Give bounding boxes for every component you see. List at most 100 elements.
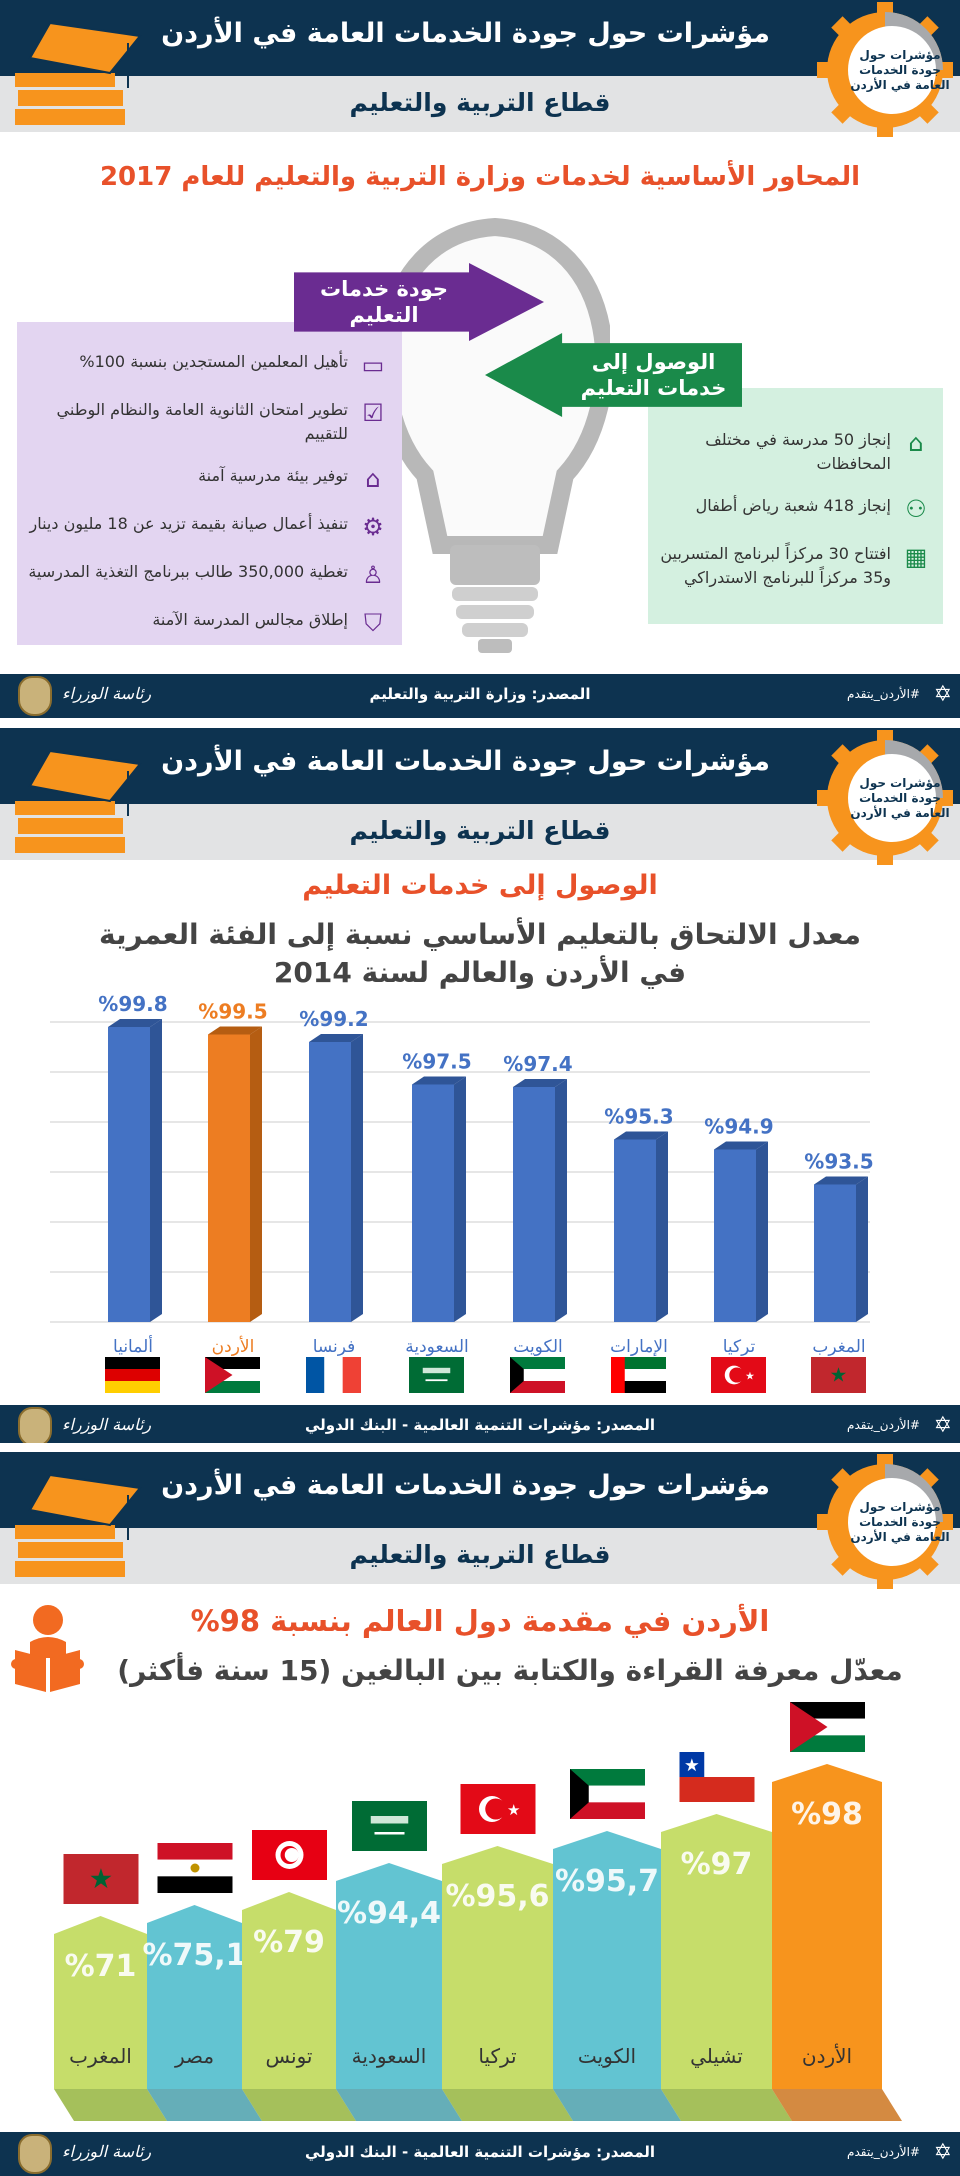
- svg-text:★: ★: [830, 1363, 848, 1386]
- sector-title: قطاع التربية والتعليم: [349, 1540, 611, 1569]
- footer-bar: المصدر: مؤشرات التنمية العالمية - البنك …: [0, 1405, 960, 1443]
- sector-band: قطاع التربية والتعليم: [0, 1528, 960, 1584]
- category-label: الأردن: [802, 2044, 852, 2068]
- item-text: إنجاز 418 شعبة رياض أطفال: [695, 496, 891, 515]
- bar-value-label: %94.9: [704, 1115, 773, 1139]
- svg-text:★: ★: [89, 1863, 114, 1895]
- gear-icon: [817, 730, 953, 865]
- column-shadow: [336, 2089, 462, 2121]
- list-item: ⌂ إنجاز 50 مدرسة في مختلف المحافظات: [654, 428, 931, 476]
- item-text: افتتاح 30 مركزاً لبرنامج المتسربين و35 م…: [660, 544, 891, 587]
- list-item: ☑ تطوير امتحان الثانوية العامة والنظام ا…: [27, 398, 388, 446]
- access-items-box: ⌂ إنجاز 50 مدرسة في مختلف المحافظات ⚇ إن…: [648, 388, 943, 624]
- category-label: تونس: [266, 2044, 313, 2068]
- flag-tr-icon: ★: [460, 1784, 536, 1834]
- flag-ae-icon: [611, 1357, 666, 1393]
- header-bar: مؤشرات حول جودة الخدمات العامة في الأردن: [0, 0, 960, 76]
- category-label: السعودية: [352, 2044, 427, 2068]
- jordan-coat-of-arms-icon: [18, 1407, 52, 1443]
- column: [553, 1831, 661, 2089]
- category-label: ألمانيا: [113, 1335, 153, 1357]
- jordan-coat-of-arms-icon: [18, 676, 52, 716]
- footer-source: المصدر: مؤشرات التنمية العالمية - البنك …: [304, 2143, 656, 2161]
- column-value-label: %97: [681, 1847, 753, 1882]
- svg-text:★: ★: [684, 1756, 700, 1776]
- column-shadow: [54, 2089, 167, 2121]
- hashtag: #الأردن_يتقدم: [847, 687, 920, 701]
- sector-title: قطاع التربية والتعليم: [349, 88, 611, 117]
- column: [242, 1892, 336, 2089]
- category-label: الكويت: [513, 1337, 563, 1357]
- bar-value-label: %95.3: [604, 1105, 673, 1129]
- footer-bar: المصدر: وزارة التربية والتعليم رئاسة الو…: [0, 674, 960, 718]
- flag-eg-icon: [157, 1843, 233, 1893]
- sector-title: قطاع التربية والتعليم: [349, 816, 611, 845]
- panel-enrollment-chart: مؤشرات حول جودة الخدمات العامة في الأردن…: [0, 728, 960, 1443]
- item-text: تأهيل المعلمين المستجدين بنسبة 100%: [79, 352, 348, 371]
- flag-ma-icon: ★: [63, 1854, 139, 1904]
- panel-education-axes: مؤشرات حول جودة الخدمات العامة في الأردن…: [0, 0, 960, 718]
- bar-value-label: %99.2: [299, 1007, 368, 1031]
- item-text: تنفيذ أعمال صيانة بقيمة تزيد عن 18 مليون…: [29, 514, 349, 533]
- item-text: إطلاق مجالس المدرسة الآمنة: [152, 610, 348, 629]
- column: [442, 1846, 553, 2089]
- column-value-label: %98: [791, 1797, 863, 1832]
- flag-fr-icon: [306, 1357, 361, 1393]
- flag-jo-icon: [790, 1702, 865, 1752]
- pm-logo-text: رئاسة الوزراء: [62, 2142, 152, 2161]
- flag-kw-icon: [570, 1769, 645, 1819]
- item-text: تطوير امتحان الثانوية العامة والنظام الو…: [56, 400, 348, 443]
- exam-checklist-icon: ☑: [362, 399, 384, 427]
- access-arrow-label: الوصول إلى خدمات التعليم: [580, 350, 727, 400]
- bar: [513, 1079, 567, 1322]
- category-label: السعودية: [405, 1337, 468, 1357]
- flag-ma-icon: ★: [811, 1357, 866, 1393]
- list-item: ⌂ توفير بيئة مدرسية آمنة: [27, 464, 388, 494]
- gear-icon: [817, 1454, 953, 1589]
- teacher-board-icon: ▭: [361, 351, 385, 379]
- jordan-coat-of-arms-icon: [18, 2134, 52, 2174]
- item-text: تغطية 350,000 طالب ببرنامج التغذية المدر…: [28, 562, 348, 581]
- panel2-heading: الوصول إلى خدمات التعليم: [302, 870, 658, 901]
- school-building-icon: ⌂: [365, 465, 381, 493]
- school-icon: ⌂: [908, 429, 924, 457]
- logo-text: مؤشرات حول جودة الخدمات العامة في الأردن: [850, 48, 950, 92]
- panel-literacy-chart: مؤشرات حول جودة الخدمات العامة في الأردن…: [0, 1452, 960, 2176]
- column-shadow: [242, 2089, 356, 2121]
- books-graduation-cap-icon: [15, 1473, 142, 1577]
- panel2-subtitle-line2: في الأردن والعالم لسنة 2014: [273, 956, 687, 989]
- footer-bar: المصدر: مؤشرات التنمية العالمية - البنك …: [0, 2132, 960, 2176]
- footer-source: المصدر: وزارة التربية والتعليم: [369, 685, 591, 703]
- list-item: ▦ افتتاح 30 مركزاً لبرنامج المتسربين و35…: [654, 542, 931, 590]
- maintenance-gear-icon: ⚙: [362, 513, 384, 541]
- star-icon: ✡: [933, 1413, 952, 1438]
- column: [147, 1905, 242, 2089]
- column: [54, 1916, 147, 2089]
- panel2-subtitle-line1: معدل الالتحاق بالتعليم الأساسي نسبة إلى …: [98, 918, 862, 951]
- literacy-column-chart: %71 المغرب ★ %75,1 مصر %79 تونس %94,4 السعودية %9…: [54, 1702, 902, 2121]
- gear-icon: [817, 2, 953, 137]
- bar: [714, 1141, 768, 1322]
- bar: [208, 1026, 262, 1322]
- quality-arrow-label: جودة خدمات التعليم: [319, 277, 449, 327]
- pm-logo-text: رئاسة الوزراء: [62, 684, 152, 703]
- bar: [614, 1131, 668, 1322]
- footer-source: المصدر: مؤشرات التنمية العالمية - البنك …: [304, 1416, 656, 1434]
- bar-value-label: %97.4: [503, 1052, 572, 1076]
- bar-value-label: %97.5: [402, 1050, 471, 1074]
- column: [661, 1814, 772, 2089]
- category-label: المغرب: [812, 1337, 865, 1357]
- panel3-subtitle: معدّل معرفة القراءة والكتابة بين البالغي…: [117, 1654, 903, 1687]
- books-graduation-cap-icon: [15, 749, 142, 853]
- star-icon: ✡: [933, 682, 952, 707]
- quality-items-box: ▭ تأهيل المعلمين المستجدين بنسبة 100% ☑ …: [17, 322, 402, 645]
- sector-band: قطاع التربية والتعليم: [0, 804, 960, 860]
- children-icon: ⚇: [905, 495, 927, 523]
- svg-text:★: ★: [507, 1801, 520, 1819]
- flag-cl-icon: ★: [679, 1752, 755, 1802]
- column-value-label: %94,4: [337, 1896, 441, 1931]
- category-label: الكويت: [578, 2044, 636, 2068]
- column-value-label: %71: [65, 1949, 137, 1984]
- books-graduation-cap-icon: [15, 21, 142, 125]
- svg-text:★: ★: [745, 1369, 755, 1382]
